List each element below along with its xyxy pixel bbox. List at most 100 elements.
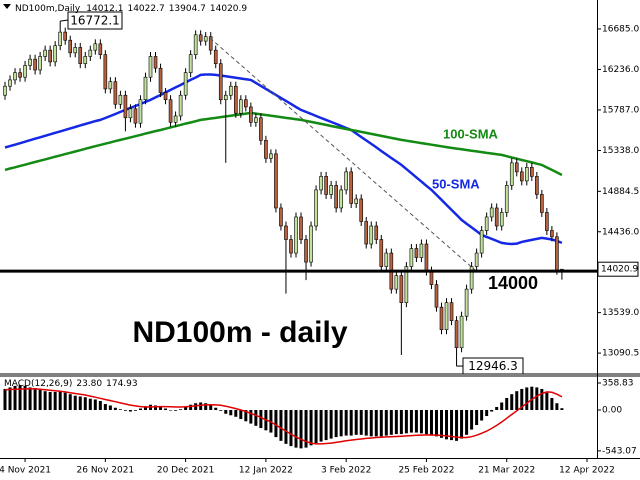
candle-body xyxy=(339,189,343,209)
macd-bar xyxy=(229,410,233,416)
macd-bar xyxy=(434,410,438,437)
candle-body xyxy=(484,216,489,231)
candle-body xyxy=(244,99,248,108)
candle-body xyxy=(374,225,379,240)
chart-title: ND100m - daily xyxy=(132,316,347,349)
macd-bar xyxy=(339,410,343,437)
candle-body xyxy=(108,81,113,90)
candle-body xyxy=(53,45,57,63)
macd-bar xyxy=(530,386,534,411)
candle-body xyxy=(334,185,338,209)
candle-body xyxy=(23,65,27,78)
macd-bar xyxy=(18,385,22,411)
candle-body xyxy=(394,275,399,290)
candle-body xyxy=(509,162,514,186)
candle-body xyxy=(479,230,484,254)
candle-body xyxy=(233,85,238,114)
candle-body xyxy=(540,194,544,213)
macd-bar xyxy=(399,410,403,435)
low-readout: 13904.7 xyxy=(169,4,206,14)
macd-bar xyxy=(78,396,82,411)
macd-bar xyxy=(159,406,163,411)
candle-body xyxy=(173,115,178,123)
x-tick-label: 4 Nov 2021 xyxy=(0,466,51,476)
candle-body xyxy=(344,171,348,191)
candle-body xyxy=(264,140,268,159)
candle-body xyxy=(444,302,449,331)
macd-bar xyxy=(445,410,449,440)
candle-body xyxy=(304,239,308,263)
macd-bar xyxy=(304,410,308,448)
y-tick-label: 14436.0 xyxy=(602,227,639,237)
macd-bar xyxy=(384,410,388,436)
candle-body xyxy=(519,171,524,182)
candle-body xyxy=(73,47,78,54)
y-tick-label: 16236.0 xyxy=(602,65,639,75)
macd-bar xyxy=(58,391,62,411)
macd-bar xyxy=(113,407,117,411)
candle-body xyxy=(118,94,123,105)
candle-body xyxy=(319,176,323,191)
macd-bar xyxy=(465,410,469,435)
macd-bar xyxy=(470,410,474,430)
macd-bar xyxy=(239,410,243,420)
candle-body xyxy=(133,108,138,124)
macd-bar xyxy=(369,410,373,437)
macd-bar xyxy=(299,410,303,449)
candle-body xyxy=(494,207,499,227)
candle-body xyxy=(239,99,243,114)
macd-bar xyxy=(379,410,383,437)
macd-bar xyxy=(259,410,263,429)
candle-body xyxy=(550,230,554,238)
macd-bar xyxy=(314,410,318,444)
macd-bar xyxy=(38,389,42,411)
candle-body xyxy=(530,167,534,177)
macd-bar xyxy=(209,405,213,411)
candle-body xyxy=(429,270,434,285)
macd-bar xyxy=(43,391,47,411)
macd-bar xyxy=(93,399,97,411)
candle-body xyxy=(48,49,52,63)
candle-body xyxy=(359,198,364,222)
macd-bar xyxy=(550,397,554,411)
macd-bar xyxy=(424,410,428,435)
sma-label: 50-SMA xyxy=(432,176,480,191)
macd-bar xyxy=(199,402,203,411)
y-tick-label: 14884.5 xyxy=(602,187,639,197)
candle-body xyxy=(88,49,93,57)
candle-body xyxy=(459,315,464,349)
x-tick-label: 26 Nov 2021 xyxy=(77,466,135,476)
candle-body xyxy=(143,76,148,101)
candle-body xyxy=(188,54,193,73)
macd-bar xyxy=(179,409,183,411)
macd-bar xyxy=(344,410,348,436)
tag-leader xyxy=(60,19,69,22)
y-tick-label: 15338.0 xyxy=(602,146,639,156)
macd-bar xyxy=(184,406,188,411)
candle-body xyxy=(193,34,198,55)
candle-body xyxy=(153,56,158,69)
candle-body xyxy=(454,320,459,349)
candle-body xyxy=(18,72,22,78)
y-tick-label: 13090.5 xyxy=(602,349,639,359)
macd-bar xyxy=(169,410,173,411)
macd-bar xyxy=(68,394,72,411)
macd-bar xyxy=(349,410,353,436)
y-tick-label: 16685.0 xyxy=(602,24,639,34)
indicator-header: MACD(12,26,9) 23.80 174.93 xyxy=(4,379,138,389)
macd-bar xyxy=(525,387,529,411)
macd-bar xyxy=(174,410,178,411)
candle-body xyxy=(43,49,47,57)
candle-body xyxy=(474,252,479,267)
macd-bar xyxy=(485,410,489,417)
candle-body xyxy=(464,288,469,317)
candle-body xyxy=(98,43,103,55)
macd-bar xyxy=(143,406,147,411)
x-tick-label: 20 Dec 2021 xyxy=(157,466,215,476)
macd-bar xyxy=(555,403,559,411)
macd-bar xyxy=(234,410,238,417)
macd-bar xyxy=(354,410,358,435)
candle-body xyxy=(449,302,454,321)
macd-bar xyxy=(123,410,127,411)
chart-header: ND100m,Daily 14012.1 14022.7 13904.7 14020.9 xyxy=(15,4,247,14)
